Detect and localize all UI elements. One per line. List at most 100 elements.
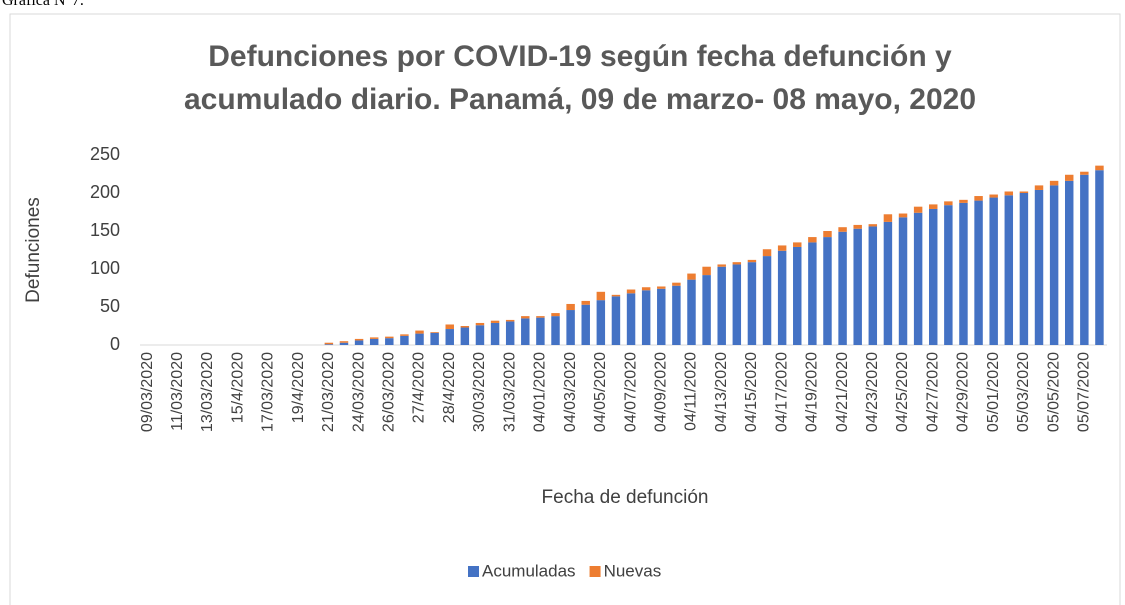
x-tick-label: 15/4/2020 <box>229 352 246 423</box>
bar-segment <box>626 289 636 294</box>
bar-segment <box>641 287 651 291</box>
bar-segment <box>445 324 454 330</box>
x-tick-label: 04/15/2020 <box>743 352 760 432</box>
bar-segment <box>883 221 893 345</box>
bar-segment <box>1004 195 1014 345</box>
x-tick-label: 09/03/2020 <box>139 352 156 432</box>
bar-segment <box>989 197 998 345</box>
bar-segment <box>1019 193 1029 345</box>
bar-segment <box>853 224 862 229</box>
x-tick-label: 04/17/2020 <box>773 352 790 432</box>
bar-segment <box>672 282 681 286</box>
bar-segment <box>853 228 862 345</box>
bar-segment <box>717 264 726 267</box>
x-tick-label: 04/13/2020 <box>713 352 730 432</box>
x-tick-label: 04/11/2020 <box>683 352 700 431</box>
x-tick-label: 26/03/2020 <box>381 352 398 432</box>
bar-segment <box>732 262 742 265</box>
chart-title: Defunciones por COVID-19 según fecha def… <box>208 40 952 73</box>
bar-segment <box>808 242 817 345</box>
bar-segment <box>657 286 666 289</box>
bar-segment <box>898 213 908 218</box>
x-tick-label: 04/27/2020 <box>924 352 941 432</box>
x-tick-label: 04/01/2020 <box>532 352 549 432</box>
bar-segment <box>596 291 606 301</box>
bar-segment <box>913 212 923 345</box>
bar-segment <box>747 259 757 263</box>
bar-segment <box>1095 165 1104 171</box>
legend-label: Nuevas <box>604 561 662 580</box>
bar-segment <box>672 285 681 345</box>
bar-segment <box>354 340 364 345</box>
bar-segment <box>974 196 983 201</box>
bar-segment <box>490 320 500 323</box>
bar-segment <box>536 317 545 345</box>
x-tick-label: 04/09/2020 <box>652 352 669 432</box>
x-tick-label: 24/03/2020 <box>350 352 367 432</box>
y-tick-label: 150 <box>90 220 120 240</box>
bar-segment <box>762 256 772 345</box>
bar-segment <box>460 326 470 328</box>
x-tick-label: 27/4/2020 <box>411 352 428 423</box>
bar-segment <box>747 262 757 345</box>
chart-border <box>9 13 1121 605</box>
bar-segment <box>974 200 983 345</box>
bar-segment <box>581 304 590 345</box>
bar-segment <box>1004 191 1014 196</box>
bar-segment <box>415 333 424 345</box>
caption: Gráfica N°7. <box>2 0 84 9</box>
bar-segment <box>868 226 878 345</box>
x-tick-label: 04/25/2020 <box>894 352 911 432</box>
bar-segment <box>385 336 394 339</box>
bar-segment <box>400 335 409 345</box>
x-tick-label: 04/29/2020 <box>955 352 972 432</box>
bar-segment <box>687 273 696 280</box>
bar-segment <box>611 296 621 345</box>
bar-segment <box>1049 185 1059 345</box>
x-tick-label: 04/07/2020 <box>622 352 639 432</box>
bar-segment <box>475 325 485 345</box>
bar-segment <box>505 319 515 322</box>
legend-swatch <box>589 566 601 577</box>
y-tick-label: 100 <box>90 258 120 278</box>
bar-segment <box>475 322 485 326</box>
bar-segment <box>868 224 878 227</box>
legend-label: Acumuladas <box>482 561 576 580</box>
bar-segment <box>944 201 953 206</box>
bar-segment <box>339 342 349 345</box>
bar-segment <box>1034 185 1044 190</box>
bar-segment <box>913 206 923 213</box>
x-tick-label: 31/03/2020 <box>501 352 518 432</box>
chart-title: acumulado diario. Panamá, 09 de marzo- 0… <box>184 83 976 116</box>
bar-segment <box>1064 180 1074 345</box>
y-tick-label: 250 <box>90 144 120 164</box>
bar-segment <box>687 279 696 345</box>
y-axis-label: Defunciones <box>23 197 44 303</box>
x-tick-label: 30/03/2020 <box>471 352 488 432</box>
bar-segment <box>1080 171 1089 175</box>
bar-segment <box>369 338 379 345</box>
bar-segment <box>400 334 409 336</box>
bar-segment <box>777 245 787 251</box>
bar-segment <box>823 237 832 345</box>
x-tick-label: 04/21/2020 <box>834 352 851 432</box>
bar-segment <box>1019 191 1029 193</box>
bar-segment <box>430 332 439 345</box>
bar-segment <box>1080 174 1089 345</box>
x-tick-label: 17/03/2020 <box>260 352 277 432</box>
bar-segment <box>762 249 772 257</box>
bar-segment <box>1095 170 1104 345</box>
x-tick-label: 28/4/2020 <box>441 352 458 423</box>
bar-segment <box>1049 180 1059 186</box>
bar-segment <box>717 266 726 345</box>
bar-segment <box>596 300 606 345</box>
bar-segment <box>460 327 470 345</box>
bar-segment <box>838 231 847 345</box>
bar-segment <box>702 275 711 345</box>
bar-segment <box>490 322 500 345</box>
bar-segment <box>898 217 908 345</box>
bar-segment <box>339 341 349 343</box>
bar-segment <box>989 194 998 198</box>
bar-segment <box>641 290 651 345</box>
bar-segment <box>415 330 424 334</box>
